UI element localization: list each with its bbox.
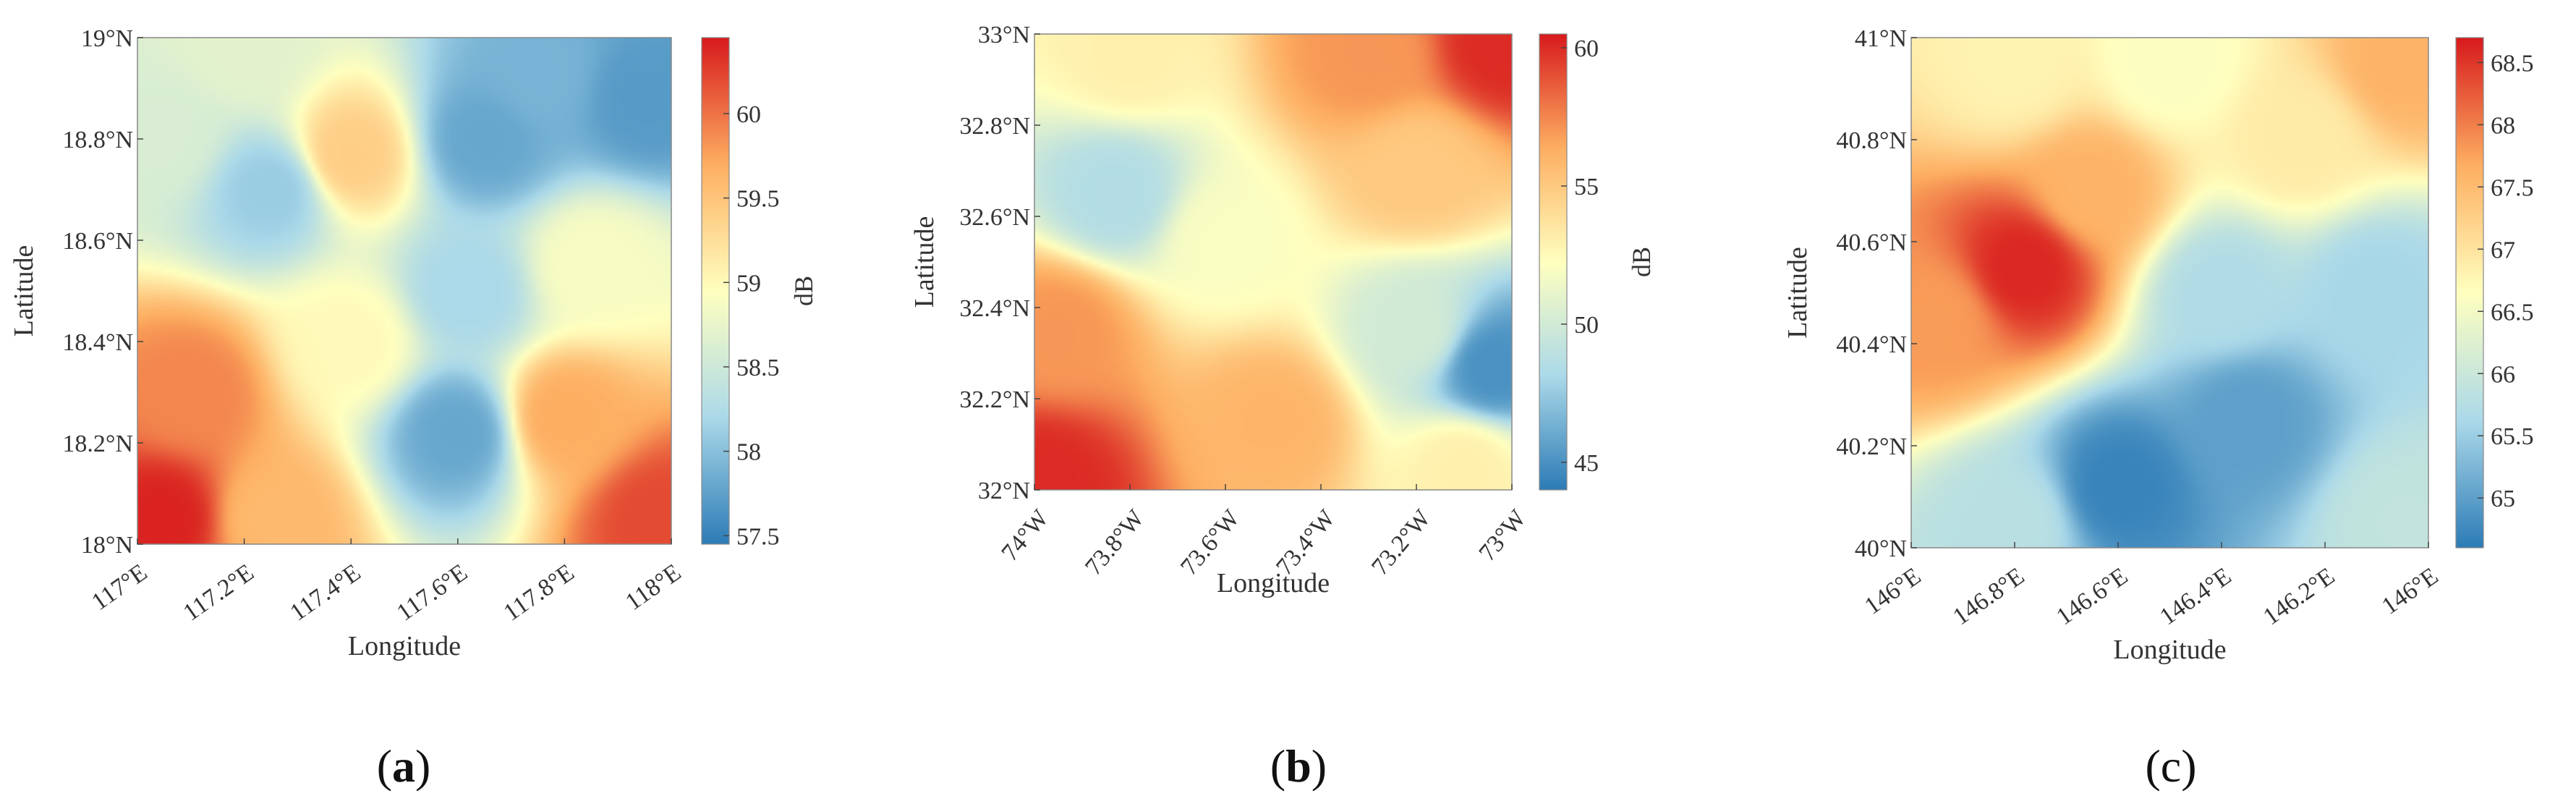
x-tick-label: 117.4°E — [285, 559, 365, 627]
plot-frame — [137, 37, 672, 545]
x-tick-label: 146°E — [1860, 563, 1926, 620]
panel-label: (b) — [1270, 740, 1327, 792]
heatmap-field — [1034, 34, 1512, 490]
colorbar-tick-label: 55 — [1574, 174, 1599, 200]
colorbar-tick-label: 67 — [2491, 237, 2515, 263]
colorbar-tick-label: 60 — [736, 101, 761, 128]
x-axis-label: Longitude — [2113, 635, 2226, 665]
y-axis-label: Latitude — [1782, 247, 1813, 339]
y-tick-label: 32°N — [978, 478, 1030, 504]
colorbar — [701, 37, 730, 545]
y-tick-label: 19°N — [81, 25, 133, 52]
x-tick-label: 118°E — [621, 559, 686, 617]
x-tick-label: 146.8°E — [1948, 563, 2029, 631]
y-tick-label: 18.2°N — [62, 431, 133, 457]
plot-frame — [1910, 37, 2429, 548]
plot-frame — [1034, 33, 1513, 491]
colorbar-tick-label: 58.5 — [736, 355, 780, 381]
y-tick-label: 18.4°N — [62, 329, 133, 356]
x-axis-label: Longitude — [1217, 568, 1330, 598]
y-tick-label: 32.2°N — [959, 386, 1030, 413]
panel-c: 146°E 146.8°E 146.6°E 146.4°E 146.2°E 146°E40… — [1782, 25, 2576, 792]
colorbar-tick-label: 59 — [736, 270, 761, 297]
x-tick-label: 146°E — [2377, 563, 2443, 620]
y-tick-label: 40.6°N — [1836, 229, 1907, 256]
x-tick-label: 117°E — [87, 559, 152, 617]
colorbar-tick-label: 68.5 — [2491, 50, 2534, 77]
colorbar-tick-label: 58 — [736, 439, 761, 466]
colorbar-tick-label: 65 — [2491, 486, 2515, 512]
y-tick-label: 40°N — [1855, 535, 1907, 562]
colorbar-label: dB — [2572, 277, 2576, 308]
y-tick-label: 41°N — [1855, 25, 1907, 52]
y-tick-label: 40.8°N — [1836, 127, 1907, 154]
panel-label: (c) — [2145, 740, 2196, 792]
y-axis-label: Latitude — [9, 245, 39, 337]
panel-label: (a) — [377, 740, 431, 792]
colorbar-tick-label: 57.5 — [736, 523, 780, 550]
x-tick-label: 146.4°E — [2155, 563, 2236, 631]
colorbar-tick-label: 68 — [2491, 112, 2515, 139]
y-tick-label: 40.4°N — [1836, 331, 1907, 358]
x-tick-label: 117.6°E — [392, 559, 472, 627]
x-tick-label: 73°W — [1474, 504, 1531, 567]
colorbar-tick-label: 65.5 — [2491, 423, 2534, 450]
colorbar-tick-label: 60 — [1574, 35, 1599, 62]
x-tick-label: 74°W — [996, 504, 1054, 567]
y-tick-label: 32.8°N — [959, 113, 1030, 140]
colorbar-label: dB — [1627, 247, 1656, 277]
colorbar-tick-label: 66 — [2491, 361, 2515, 388]
y-tick-label: 40.2°N — [1836, 433, 1907, 460]
x-tick-label: 73.2°W — [1366, 504, 1437, 580]
panel-b: 74°W 73.8°W 73.6°W 73.4°W 73.2°W 73°W32°N32.2… — [909, 22, 1656, 792]
x-tick-label: 117.2°E — [179, 559, 259, 627]
y-tick-label: 33°N — [978, 22, 1030, 48]
colorbar-tick-label: 50 — [1574, 312, 1599, 339]
x-tick-label: 73.8°W — [1080, 504, 1150, 580]
colorbar — [1539, 33, 1568, 491]
x-tick-label: 117.8°E — [499, 559, 579, 627]
x-tick-label: 146.6°E — [2052, 563, 2133, 631]
colorbar-tick-label: 66.5 — [2491, 299, 2534, 326]
y-tick-label: 18°N — [81, 532, 133, 559]
colorbar-tick-label: 59.5 — [736, 186, 780, 213]
y-tick-label: 18.8°N — [62, 127, 133, 153]
colorbar-tick-label: 45 — [1574, 450, 1599, 477]
y-tick-label: 32.4°N — [959, 295, 1030, 322]
colorbar — [2455, 37, 2484, 548]
colorbar-tick-label: 67.5 — [2491, 174, 2534, 201]
x-tick-label: 146.2°E — [2258, 563, 2339, 631]
colorbar-label: dB — [789, 276, 818, 306]
y-tick-label: 18.6°N — [62, 228, 133, 255]
y-axis-label: Latitude — [909, 216, 940, 308]
panel-a: 117°E 117.2°E 117.4°E 117.6°E 117.8°E 118°E 18… — [9, 25, 818, 792]
y-tick-label: 32.6°N — [959, 204, 1030, 231]
heatmap-field — [1911, 38, 2428, 548]
heatmap-field — [137, 38, 671, 544]
x-axis-label: Longitude — [348, 631, 461, 661]
